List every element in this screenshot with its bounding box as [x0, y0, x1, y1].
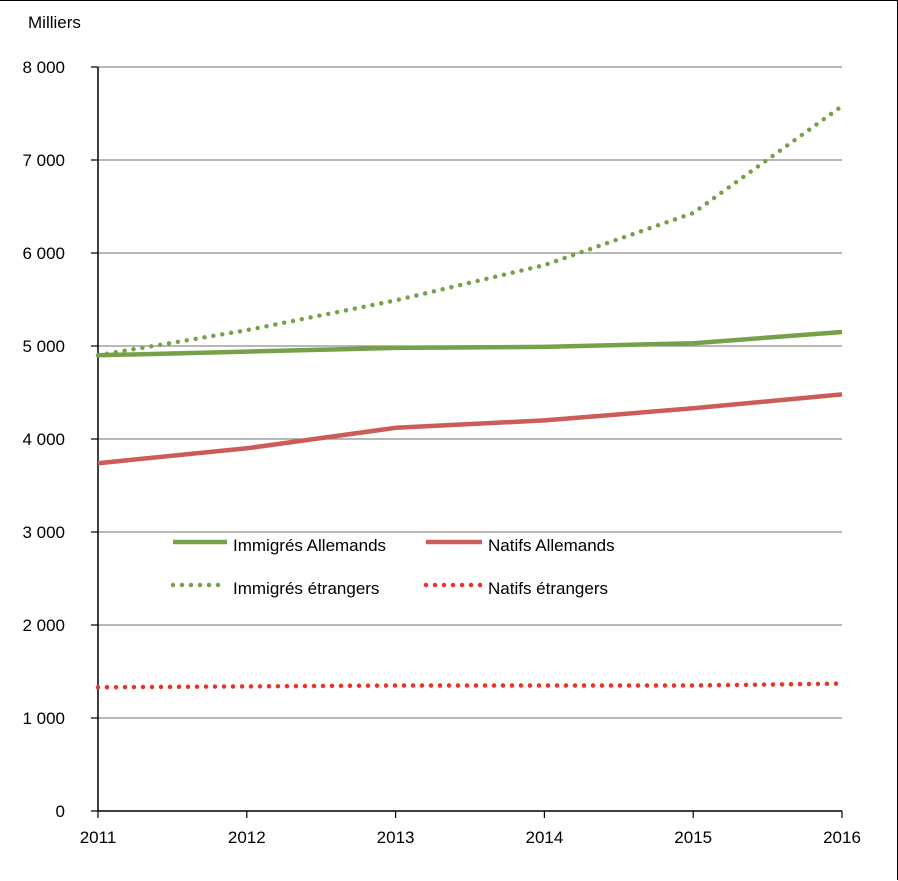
legend-label: Natifs Allemands — [488, 536, 615, 555]
series-line — [97, 392, 843, 466]
x-tick-label: 2016 — [823, 828, 861, 847]
x-tick-label: 2011 — [80, 828, 117, 847]
x-tick-label: 2014 — [525, 828, 563, 847]
series-line — [95, 103, 845, 358]
legend-label: Immigrés étrangers — [233, 579, 379, 598]
x-tick-label: 2015 — [674, 828, 712, 847]
legend: Immigrés Allemands Natifs Allemands Immigr… — [170, 536, 615, 598]
y-tick-label: 7 000 — [22, 151, 65, 170]
x-tick-label: 2013 — [377, 828, 415, 847]
series-line — [97, 329, 843, 358]
y-tick-label: 5 000 — [22, 337, 65, 356]
y-tick-label: 0 — [56, 802, 65, 821]
series-lines — [95, 103, 845, 690]
legend-label: Immigrés Allemands — [233, 536, 386, 555]
y-unit-label: Milliers — [28, 13, 81, 32]
y-tick-label: 2 000 — [22, 616, 65, 635]
axes: Milliers 0 1 000 2 000 3 000 4 000 5 000 6 000 7… — [22, 13, 860, 847]
x-tick-label: 2012 — [228, 828, 266, 847]
series-line — [95, 681, 845, 690]
legend-label: Natifs étrangers — [488, 579, 608, 598]
y-tick-label: 6 000 — [22, 244, 65, 263]
y-tick-label: 8 000 — [22, 58, 65, 77]
y-tick-label: 1 000 — [22, 709, 65, 728]
grid-lines — [98, 66, 842, 719]
y-tick-label: 4 000 — [22, 430, 65, 449]
y-tick-label: 3 000 — [22, 523, 65, 542]
